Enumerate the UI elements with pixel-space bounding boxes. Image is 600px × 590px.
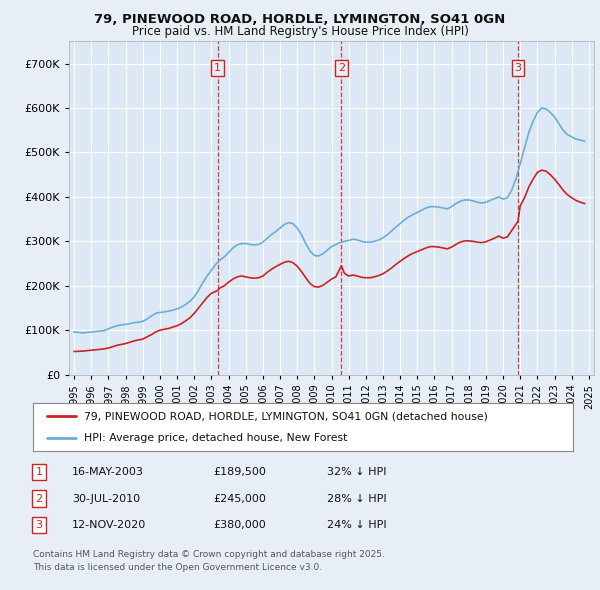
Text: 30-JUL-2010: 30-JUL-2010 — [72, 494, 140, 503]
Text: £380,000: £380,000 — [213, 520, 266, 530]
Text: 1: 1 — [214, 63, 221, 73]
Text: 79, PINEWOOD ROAD, HORDLE, LYMINGTON, SO41 0GN: 79, PINEWOOD ROAD, HORDLE, LYMINGTON, SO… — [94, 13, 506, 26]
Text: 1: 1 — [35, 467, 43, 477]
Text: 12-NOV-2020: 12-NOV-2020 — [72, 520, 146, 530]
Text: 32% ↓ HPI: 32% ↓ HPI — [327, 467, 386, 477]
Text: 3: 3 — [35, 520, 43, 530]
Text: HPI: Average price, detached house, New Forest: HPI: Average price, detached house, New … — [84, 433, 347, 443]
Text: This data is licensed under the Open Government Licence v3.0.: This data is licensed under the Open Gov… — [33, 563, 322, 572]
Text: 28% ↓ HPI: 28% ↓ HPI — [327, 494, 386, 503]
Text: £189,500: £189,500 — [213, 467, 266, 477]
Text: Price paid vs. HM Land Registry's House Price Index (HPI): Price paid vs. HM Land Registry's House … — [131, 25, 469, 38]
Text: 2: 2 — [338, 63, 345, 73]
Text: 2: 2 — [35, 494, 43, 503]
Text: Contains HM Land Registry data © Crown copyright and database right 2025.: Contains HM Land Registry data © Crown c… — [33, 550, 385, 559]
Text: 79, PINEWOOD ROAD, HORDLE, LYMINGTON, SO41 0GN (detached house): 79, PINEWOOD ROAD, HORDLE, LYMINGTON, SO… — [84, 411, 488, 421]
Text: £245,000: £245,000 — [213, 494, 266, 503]
Text: 16-MAY-2003: 16-MAY-2003 — [72, 467, 144, 477]
Text: 24% ↓ HPI: 24% ↓ HPI — [327, 520, 386, 530]
Text: 3: 3 — [514, 63, 521, 73]
